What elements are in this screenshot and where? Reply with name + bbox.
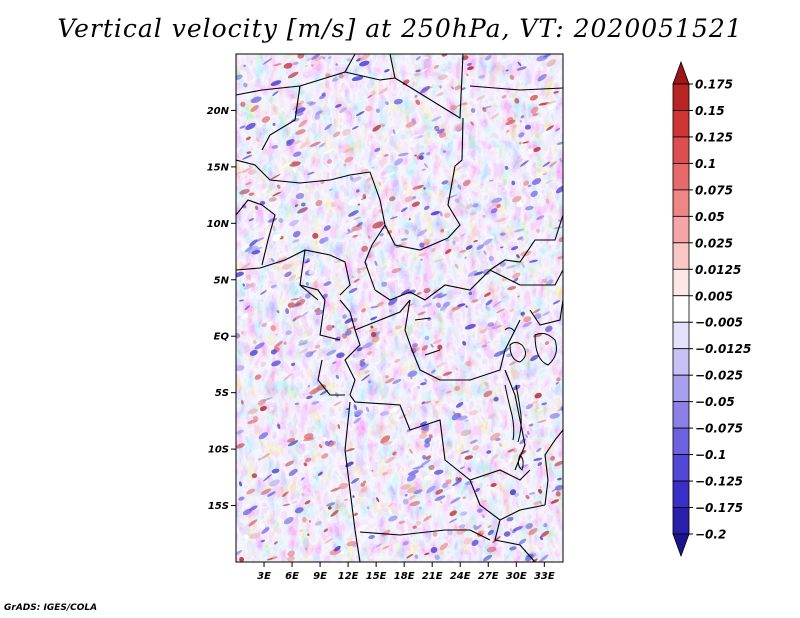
colorbar-label: 0.025 xyxy=(695,236,733,250)
colorbar-swatch xyxy=(672,480,690,508)
lat-tick-label: 15S xyxy=(208,501,229,512)
colorbar-swatch xyxy=(672,189,690,217)
colorbar-swatch xyxy=(672,268,690,297)
lon-tick-label: 33E xyxy=(534,571,555,582)
lat-tick-label: EQ xyxy=(214,332,230,343)
colorbar-label: 0.075 xyxy=(695,183,733,197)
colorbar-label: 0.175 xyxy=(695,78,733,92)
colorbar-swatch xyxy=(672,60,690,85)
lakes xyxy=(414,317,557,471)
colorbar-label: 0.125 xyxy=(695,130,733,144)
colorbar-swatch xyxy=(672,110,690,138)
latitude-axis: 20N 15N 10N 5N EQ 5S 10S 15S xyxy=(207,106,236,512)
lon-tick-label: 27E xyxy=(478,571,499,582)
lat-tick-label: 20N xyxy=(207,106,230,117)
colorbar-swatch xyxy=(672,83,690,111)
colorbar-label: −0.2 xyxy=(695,528,726,542)
colorbar-swatch xyxy=(672,507,690,535)
lon-tick-label: 24E xyxy=(450,571,471,582)
colorbar-label: −0.05 xyxy=(695,395,735,409)
grads-credit: GrADS: IGES/COLA xyxy=(4,603,98,613)
lat-tick-label: 10S xyxy=(208,445,229,456)
colorbar-label: −0.175 xyxy=(695,501,743,515)
colorbar-swatch xyxy=(672,215,690,244)
lat-tick-label: 10N xyxy=(207,219,230,230)
colorbar-swatch xyxy=(672,454,690,482)
colorbar-label: −0.125 xyxy=(695,475,743,489)
lon-tick-label: 21E xyxy=(422,571,443,582)
colorbar-swatch xyxy=(672,348,690,376)
colorbar-label: −0.075 xyxy=(695,422,743,436)
lat-tick-label: 15N xyxy=(207,162,230,173)
lon-tick-label: 9E xyxy=(313,571,327,582)
map-frame xyxy=(235,53,564,563)
colorbar-label: 0.005 xyxy=(695,289,733,303)
colorbar-label: −0.005 xyxy=(695,316,743,330)
lat-tick-label: 5N xyxy=(214,275,230,286)
colorbar-label: −0.1 xyxy=(695,448,726,462)
colorbar-label: 0.1 xyxy=(695,157,716,171)
lon-tick-label: 6E xyxy=(285,571,299,582)
country-borders xyxy=(236,54,563,562)
colorbar-label: 0.05 xyxy=(695,210,725,224)
lat-tick-label: 5S xyxy=(215,388,229,399)
colorbar-swatch xyxy=(672,163,690,191)
colorbar-swatch xyxy=(672,242,690,270)
colorbar-swatch xyxy=(672,295,690,323)
colorbar-swatch xyxy=(672,321,690,350)
lon-tick-label: 30E xyxy=(506,571,527,582)
colorbar-label: −0.0125 xyxy=(695,342,751,356)
lon-tick-label: 3E xyxy=(257,571,271,582)
map-title: Vertical velocity [m/s] at 250hPa, VT: 2… xyxy=(57,14,743,43)
colorbar-swatch xyxy=(672,374,690,403)
colorbar-swatch xyxy=(672,533,690,558)
colorbar-label: 0.0125 xyxy=(695,263,741,277)
lon-tick-label: 12E xyxy=(338,571,359,582)
lon-tick-label: 15E xyxy=(366,571,387,582)
colorbar-label: 0.15 xyxy=(695,104,725,118)
vertical-velocity-field xyxy=(236,54,563,562)
lon-tick-label: 18E xyxy=(394,571,415,582)
colorbar-swatch xyxy=(672,427,690,455)
colorbar: 0.175 0.15 0.125 0.1 0.075 0.05 0.025 0.0125 0.0… xyxy=(672,60,751,558)
colorbar-swatch xyxy=(672,136,690,164)
longitude-axis: 3E 6E 9E 12E 15E 18E 21E 24E 27E 30E 33E xyxy=(257,562,555,582)
colorbar-label: −0.025 xyxy=(695,369,743,383)
colorbar-swatch xyxy=(672,401,690,429)
